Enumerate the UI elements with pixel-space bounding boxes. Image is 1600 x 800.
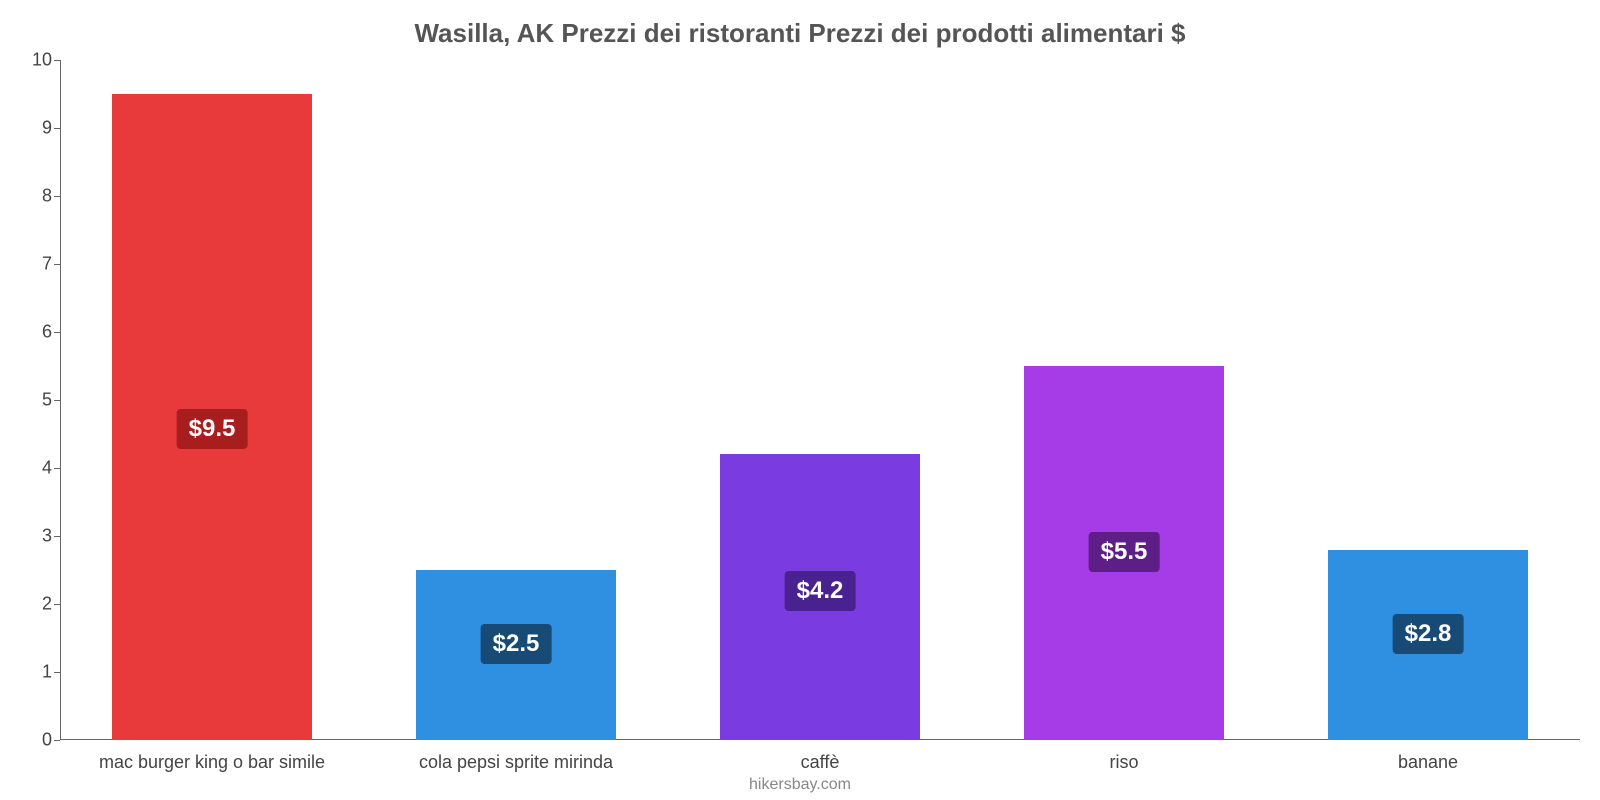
y-axis-line (60, 60, 61, 740)
y-tick-label: 7 (42, 254, 60, 275)
bar-value-label: $4.2 (785, 571, 856, 611)
chart-title: Wasilla, AK Prezzi dei ristoranti Prezzi… (0, 18, 1600, 49)
y-tick-label: 1 (42, 662, 60, 683)
attribution-text: hikersbay.com (0, 776, 1600, 794)
y-tick-label: 8 (42, 186, 60, 207)
category-label: riso (1109, 740, 1138, 773)
bar-value-label: $9.5 (177, 409, 248, 449)
category-label: banane (1398, 740, 1458, 773)
bar: $4.2 (720, 454, 921, 740)
bar-value-label: $2.5 (481, 624, 552, 664)
y-tick-label: 10 (32, 50, 60, 71)
bar: $5.5 (1024, 366, 1225, 740)
bar: $2.5 (416, 570, 617, 740)
category-label: mac burger king o bar simile (99, 740, 325, 773)
category-label: caffè (801, 740, 840, 773)
y-tick-label: 2 (42, 594, 60, 615)
category-label: cola pepsi sprite mirinda (419, 740, 613, 773)
bar-value-label: $5.5 (1089, 532, 1160, 572)
bar: $2.8 (1328, 550, 1529, 740)
y-tick-label: 0 (42, 730, 60, 751)
y-tick-label: 9 (42, 118, 60, 139)
plot-area: 012345678910 $9.5$2.5$4.2$5.5$2.8 mac bu… (60, 60, 1580, 740)
bar-value-label: $2.8 (1393, 614, 1464, 654)
bar: $9.5 (112, 94, 313, 740)
price-bar-chart: Wasilla, AK Prezzi dei ristoranti Prezzi… (0, 0, 1600, 800)
y-tick-label: 5 (42, 390, 60, 411)
y-tick-label: 3 (42, 526, 60, 547)
y-tick-label: 4 (42, 458, 60, 479)
y-tick-label: 6 (42, 322, 60, 343)
